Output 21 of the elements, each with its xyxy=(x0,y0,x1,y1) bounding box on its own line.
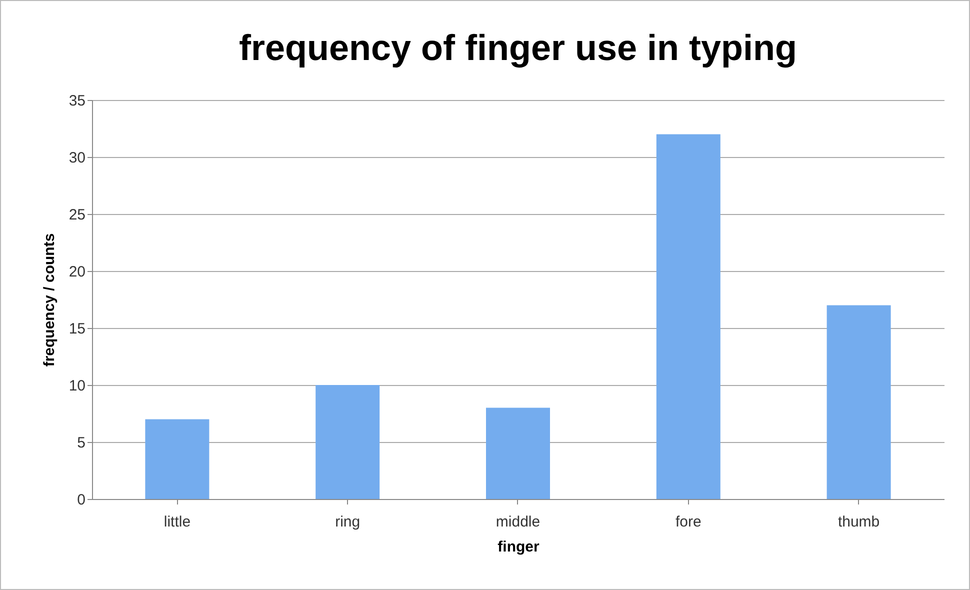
x-tick-label: little xyxy=(164,514,191,530)
bar xyxy=(656,134,720,499)
x-tick-label: thumb xyxy=(838,514,880,530)
y-axis-title: frequency / counts xyxy=(40,233,58,367)
y-tick-label: 5 xyxy=(77,434,86,452)
bar xyxy=(145,419,210,499)
bar xyxy=(316,385,380,499)
y-tick-label: 25 xyxy=(68,206,86,224)
y-tick-label: 10 xyxy=(68,378,86,394)
bar xyxy=(826,305,891,499)
x-tick-label: ring xyxy=(335,514,360,530)
bar xyxy=(486,408,550,499)
y-tick-label: 30 xyxy=(68,150,86,166)
chart-title: frequency of finger use in typing xyxy=(238,27,798,68)
y-tick-label: 35 xyxy=(68,92,86,110)
y-tick-label: 0 xyxy=(77,492,86,508)
x-axis-title: finger xyxy=(498,538,540,556)
x-tick-label: middle xyxy=(496,514,540,530)
y-tick-label: 15 xyxy=(68,320,86,338)
y-tick-label: 20 xyxy=(68,264,86,280)
x-tick-label: fore xyxy=(675,514,702,530)
